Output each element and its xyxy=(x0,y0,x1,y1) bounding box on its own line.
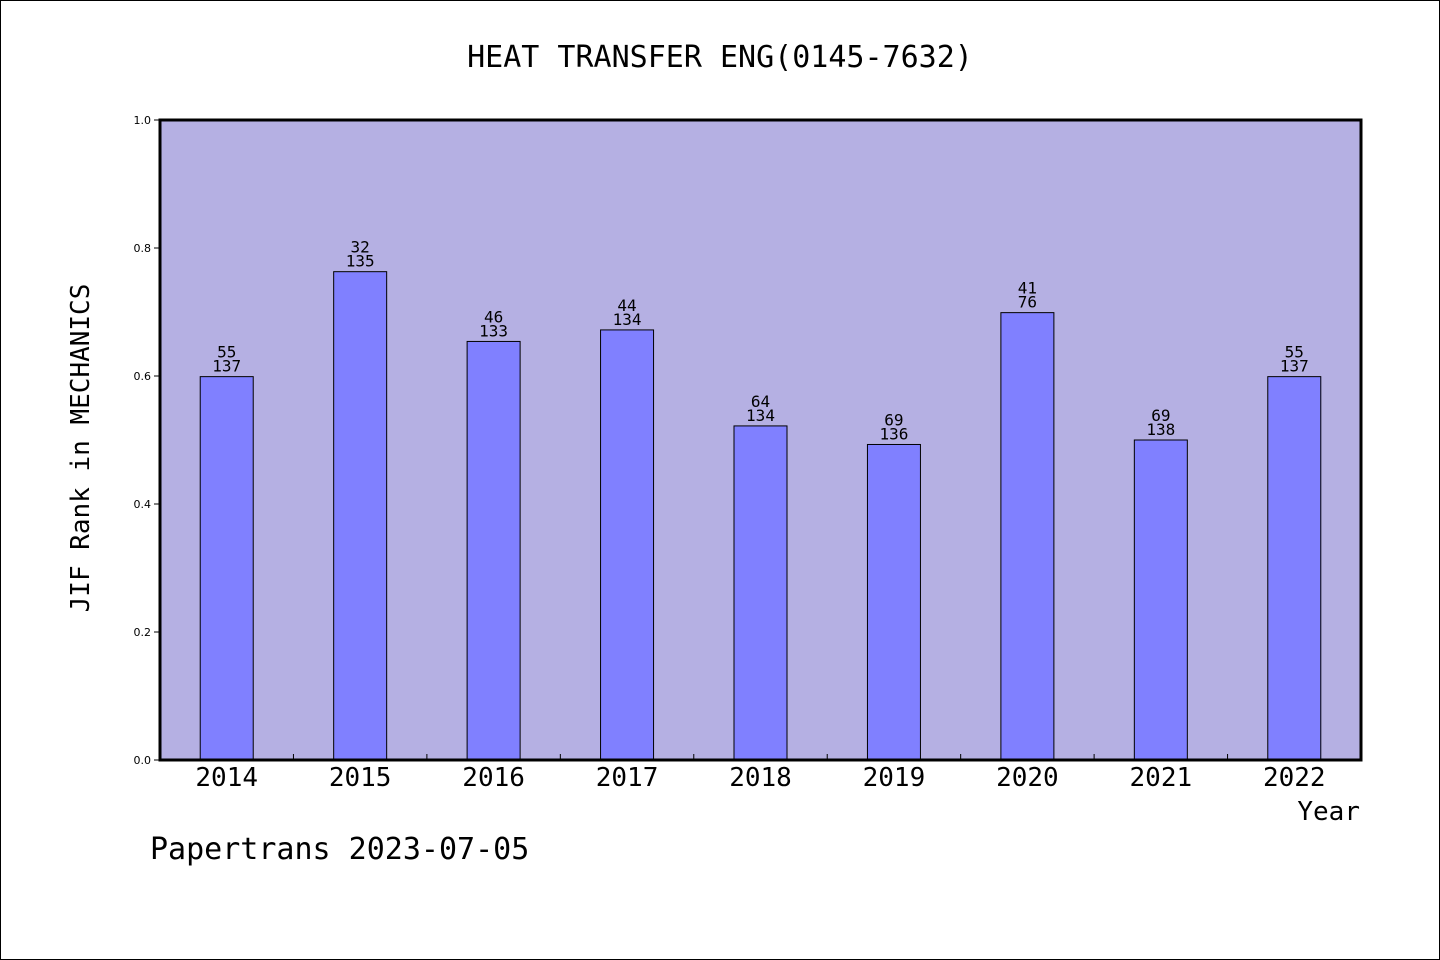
y-tick-label: 0.0 xyxy=(134,754,152,767)
bar-label-rank: 32 xyxy=(351,238,370,257)
x-tick-label: 2020 xyxy=(996,763,1059,793)
bar xyxy=(1133,439,1188,761)
y-tick-label: 0.8 xyxy=(134,242,152,255)
plot-area: 0.00.20.40.60.81.05513720143213520154613… xyxy=(134,114,1363,793)
bar-label-total: 137 xyxy=(1280,357,1309,376)
bar xyxy=(600,329,655,761)
bar-label-rank: 64 xyxy=(751,392,770,411)
bar-label-rank: 46 xyxy=(484,307,503,326)
y-tick-label: 0.2 xyxy=(134,626,152,639)
x-tick-label: 2019 xyxy=(863,763,926,793)
bar-label-rank: 55 xyxy=(217,343,236,362)
bar-label-rank: 69 xyxy=(1151,406,1170,425)
x-axis-label: Year xyxy=(1297,797,1360,827)
bar-label-total: 76 xyxy=(1018,293,1037,312)
bar-label-rank: 41 xyxy=(1018,279,1037,298)
x-tick-label: 2014 xyxy=(195,763,258,793)
y-tick-label: 0.4 xyxy=(134,498,152,511)
x-tick-label: 2015 xyxy=(329,763,392,793)
bar-label-total: 134 xyxy=(613,310,642,329)
x-tick-label: 2016 xyxy=(462,763,525,793)
y-tick-label: 1.0 xyxy=(134,114,152,127)
bar xyxy=(733,425,788,761)
bar-label-total: 137 xyxy=(212,357,241,376)
bar-label-total: 134 xyxy=(746,406,775,425)
footer-watermark: Papertrans 2023-07-05 xyxy=(150,832,530,867)
bar-label-total: 138 xyxy=(1146,420,1175,439)
bar-label-rank: 69 xyxy=(884,410,903,429)
bar xyxy=(1000,312,1055,761)
y-tick-label: 0.6 xyxy=(134,370,152,383)
bar xyxy=(466,340,521,761)
bar-label-total: 135 xyxy=(346,252,375,271)
bar-label-rank: 55 xyxy=(1285,343,1304,362)
bar-label-total: 133 xyxy=(479,321,508,340)
chart-title: HEAT TRANSFER ENG(0145-7632) xyxy=(467,40,973,75)
x-tick-label: 2021 xyxy=(1130,763,1193,793)
plot-border xyxy=(158,118,1363,762)
x-tick-label: 2017 xyxy=(596,763,659,793)
x-tick-label: 2018 xyxy=(729,763,792,793)
bar xyxy=(866,443,921,761)
bar-label-rank: 44 xyxy=(617,296,636,315)
bar xyxy=(199,376,254,761)
x-tick-label: 2022 xyxy=(1263,763,1326,793)
bar xyxy=(333,271,388,761)
bar xyxy=(1267,376,1322,761)
bar-label-total: 136 xyxy=(879,424,908,443)
y-axis-label: JIF Rank in MECHANICS xyxy=(66,284,96,613)
